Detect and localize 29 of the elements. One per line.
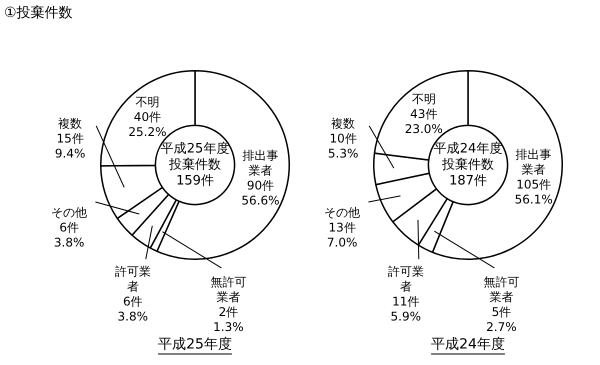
data-label: 6件 3.8% bbox=[54, 220, 84, 250]
text: 平成25年度 bbox=[158, 336, 232, 353]
text: 平成24年度投棄件数 187件 bbox=[434, 140, 502, 188]
slice-label: その他 bbox=[324, 205, 360, 220]
slice-label: 許可業者 bbox=[114, 264, 151, 294]
slice-label: 複数 bbox=[331, 116, 356, 130]
text: 平成24年度 bbox=[431, 336, 505, 353]
chart-title: ①投棄件数 bbox=[4, 4, 73, 22]
slice-label: その他 bbox=[51, 205, 88, 220]
data-label: 43件 23.0% bbox=[404, 106, 443, 136]
data-label: 2件 1.3% bbox=[213, 304, 244, 334]
slice-label: 許可業者 bbox=[388, 264, 424, 294]
slice-label: 不明 bbox=[135, 95, 160, 110]
data-label: 40件 25.2% bbox=[128, 110, 167, 140]
data-label: 10件 5.3% bbox=[328, 131, 358, 160]
data-label: 6件 3.8% bbox=[118, 294, 148, 324]
slice-label: 無許可業者 bbox=[210, 274, 246, 304]
slice-label: 無許可業者 bbox=[483, 274, 520, 304]
slice-label: 排出事業者 bbox=[242, 148, 278, 178]
data-label: 90件 56.6% bbox=[241, 178, 280, 208]
data-label: 13件 7.0% bbox=[326, 220, 358, 250]
data-label: 11件 5.9% bbox=[390, 294, 422, 324]
slice-label: 不明 bbox=[412, 92, 436, 106]
data-label: 5件 2.7% bbox=[486, 304, 517, 334]
data-label: 105件 56.1% bbox=[514, 177, 553, 206]
slice-label: 複数 bbox=[58, 116, 82, 130]
slice-label: 排出事業者 bbox=[516, 147, 552, 176]
data-label: 15件 9.4% bbox=[54, 131, 86, 160]
text: 平成25年度投棄件数 159件 bbox=[160, 140, 230, 188]
